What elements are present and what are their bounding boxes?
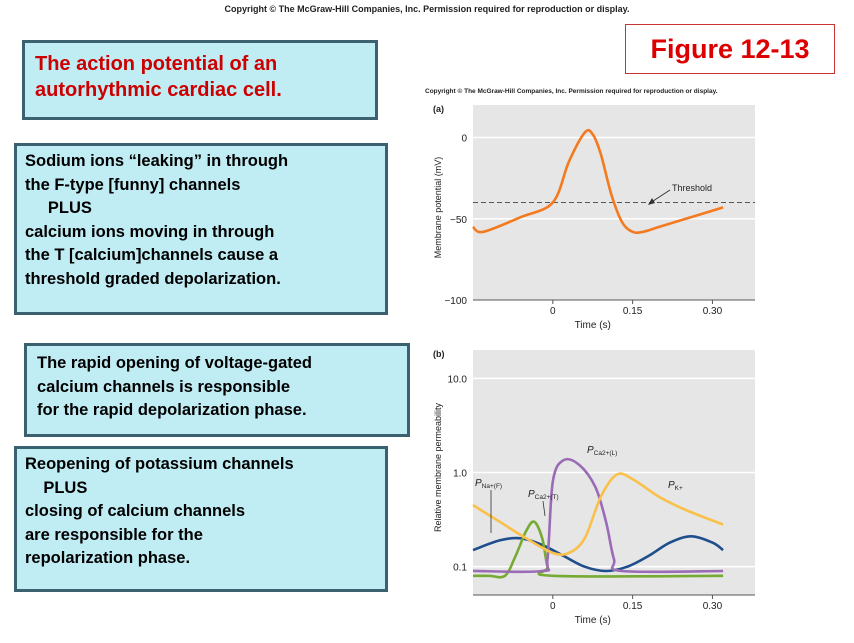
note-line: PLUS [25,478,88,497]
panel-b-y-axis-label: Relative membrane permeability [433,402,443,532]
note-line: for the rapid depolarization phase. [37,401,307,419]
panel-a-label: (a) [433,104,444,114]
panel-a-y-tick-label: −50 [450,215,467,226]
note-line: closing of calcium channels [25,502,246,520]
title-line-2: autorhythmic cardiac cell. [35,79,282,101]
note-line: threshold graded depolarization. [25,269,281,288]
panel-a-x-axis-label: Time (s) [575,320,611,331]
panel-a-y-tick-label: −100 [444,296,467,307]
note-line: Sodium ions “leaking” in through [25,152,289,170]
panel-b-x-tick-label: 0.15 [623,601,643,612]
threshold-arrow-head [648,198,655,205]
panel-a-y-axis-label: Membrane potential (mV) [433,157,443,259]
figure-label: Figure 12-13 [625,24,835,74]
panel-a-y-tick-label: 0 [461,134,467,145]
note-line: calcium channels is responsible [37,377,291,396]
title-box: The action potential of an autorhythmic … [22,40,378,120]
panel-b-label: (b) [433,349,445,359]
note-line: The rapid opening of voltage-gated [37,354,313,372]
note-line: repolarization phase. [25,549,191,567]
panel-b-x-tick-label: 0.30 [703,601,723,612]
rapid-depolarization-note: The rapid opening of voltage-gated calci… [24,343,410,437]
panel-b-y-tick-label: 0.1 [453,563,467,574]
ca-l-permeability-line [472,457,724,574]
note-line: the T [calcium]channels cause a [25,246,279,264]
title-line-1: The action potential of an [35,53,278,75]
panel-b-y-tick-label: 10.0 [448,374,468,385]
copyright-header: Copyright © The McGraw-Hill Companies, I… [224,4,630,14]
panel-b-x-tick-label: 0 [550,601,556,612]
note-line: PLUS [25,199,92,217]
panel-a-x-tick-label: 0 [550,306,556,317]
panel-a-x-tick-label: 0.30 [703,306,723,317]
membrane-potential-line [472,128,724,235]
na-f-permeability-line [472,535,724,573]
ca-t-permeability-line [472,520,724,579]
note-line: are responsible for the [25,525,203,544]
k-label: PK+ [668,480,683,492]
ca-t-label: PCa2+(T) [528,489,559,501]
panel-b-x-axis-label: Time (s) [575,615,611,626]
threshold-annotation: Threshold [672,183,712,193]
note-line: the F-type [funny] channels [25,175,241,194]
depolarization-note: Sodium ions “leaking” in through the F-t… [14,143,388,315]
na-f-label: PNa+(F) [475,478,502,490]
ca-l-label: PCa2+(L) [587,445,617,457]
panel-b-y-tick-label: 1.0 [453,469,467,480]
panel-copyright: Copyright © The McGraw-Hill Companies, I… [425,88,718,95]
k-permeability-line [472,472,724,556]
panel-a-x-tick-label: 0.15 [623,306,643,317]
note-line: calcium ions moving in through [25,222,275,241]
repolarization-note: Reopening of potassium channels PLUS clo… [14,446,388,592]
ca-t-label-leader [542,500,546,517]
note-line: Reopening of potassium channels [25,455,294,473]
